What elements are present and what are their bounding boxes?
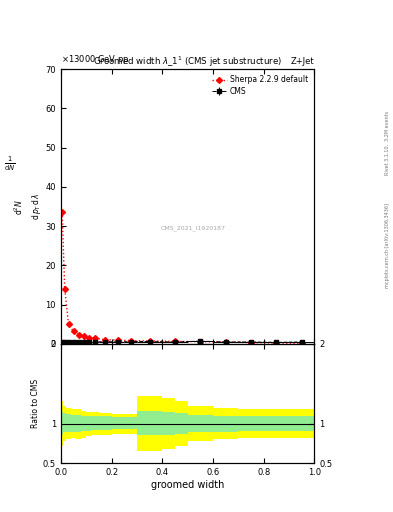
Sherpa 2.2.9 default [223,339,228,345]
Sherpa 2.2.9 default [76,332,81,338]
Text: CMS_2021_I1920187: CMS_2021_I1920187 [160,226,225,231]
Sherpa 2.2.9 default [274,340,279,346]
X-axis label: groomed width: groomed width [151,480,224,490]
Sherpa 2.2.9 default [93,335,97,342]
Sherpa 2.2.9 default [116,337,120,343]
Sherpa 2.2.9 default [81,333,86,339]
Text: Rivet 3.1.10,  3.2M events: Rivet 3.1.10, 3.2M events [385,111,389,176]
Sherpa 2.2.9 default [147,338,152,344]
Sherpa 2.2.9 default [71,328,76,334]
Title: Groomed width $\lambda\_1^1$ (CMS jet substructure): Groomed width $\lambda\_1^1$ (CMS jet su… [93,55,282,69]
Sherpa 2.2.9 default [249,339,253,346]
Sherpa 2.2.9 default [128,337,133,344]
Sherpa 2.2.9 default [173,338,177,345]
Line: Sherpa 2.2.9 default: Sherpa 2.2.9 default [60,210,304,346]
Y-axis label: Ratio to CMS: Ratio to CMS [31,379,40,428]
Sherpa 2.2.9 default [60,209,64,216]
Y-axis label: $\mathrm{d}^2N$
$\mathrm{d}\,p_\mathrm{T}\,\mathrm{d}\,\lambda$: $\mathrm{d}^2N$ $\mathrm{d}\,p_\mathrm{T… [13,193,43,220]
Sherpa 2.2.9 default [103,336,108,343]
Text: $\frac{1}{\mathrm{d}N}$: $\frac{1}{\mathrm{d}N}$ [4,155,16,173]
Sherpa 2.2.9 default [198,338,203,345]
Sherpa 2.2.9 default [86,334,91,340]
Sherpa 2.2.9 default [62,286,67,292]
Text: $\times$13000 GeV pp: $\times$13000 GeV pp [61,53,129,66]
Sherpa 2.2.9 default [66,321,71,327]
Legend: Sherpa 2.2.9 default, CMS: Sherpa 2.2.9 default, CMS [209,73,310,98]
Text: mcplots.cern.ch [arXiv:1306.3436]: mcplots.cern.ch [arXiv:1306.3436] [385,203,389,288]
Sherpa 2.2.9 default [299,340,304,347]
Text: Z+Jet: Z+Jet [291,56,314,66]
